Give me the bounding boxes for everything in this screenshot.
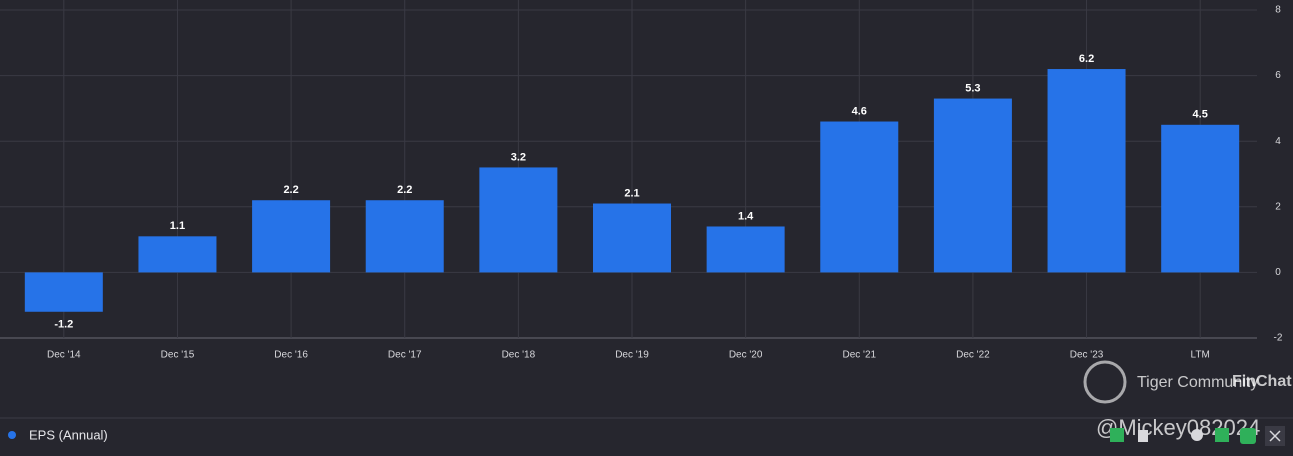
data-label: 3.2 bbox=[511, 151, 526, 163]
x-tick-label: Dec '14 bbox=[47, 350, 81, 361]
legend-label: EPS (Annual) bbox=[29, 427, 108, 442]
y-tick-label: 0 bbox=[1275, 267, 1281, 278]
data-label: 6.2 bbox=[1079, 53, 1094, 65]
data-label: 2.2 bbox=[397, 184, 412, 196]
y-tick-label: 6 bbox=[1275, 70, 1281, 81]
toolbar-button[interactable] bbox=[1191, 429, 1203, 441]
x-tick-label: Dec '19 bbox=[615, 350, 649, 361]
data-label: 1.4 bbox=[738, 210, 754, 222]
bar bbox=[706, 226, 785, 273]
watermark-logo bbox=[1083, 360, 1127, 404]
bar bbox=[933, 98, 1012, 273]
x-tick-label: Dec '21 bbox=[842, 350, 876, 361]
data-label: 4.6 bbox=[852, 105, 867, 117]
x-tick-label: Dec '18 bbox=[502, 350, 536, 361]
bar bbox=[593, 203, 671, 273]
y-tick-label: 8 bbox=[1275, 5, 1281, 16]
x-tick-label: Dec '20 bbox=[729, 350, 763, 361]
data-label: -1.2 bbox=[54, 319, 73, 331]
bar bbox=[820, 121, 899, 273]
toolbar-button[interactable] bbox=[1240, 428, 1256, 444]
x-tick-label: LTM bbox=[1191, 350, 1210, 361]
x-tick-label: Dec '16 bbox=[274, 350, 308, 361]
bar bbox=[138, 236, 217, 273]
x-tick-label: Dec '23 bbox=[1070, 350, 1104, 361]
x-tick-label: Dec '17 bbox=[388, 350, 422, 361]
toolbar bbox=[1110, 426, 1285, 446]
watermark-brand: Tiger Community bbox=[1137, 374, 1258, 391]
data-label: 4.5 bbox=[1193, 109, 1208, 121]
watermark-partner: FinChat bbox=[1232, 373, 1292, 390]
toolbar-close-icon bbox=[1269, 430, 1281, 442]
bar bbox=[1161, 124, 1240, 273]
data-label: 2.1 bbox=[624, 187, 639, 199]
bar bbox=[252, 200, 331, 273]
bar bbox=[24, 272, 103, 312]
legend-marker bbox=[8, 431, 16, 439]
toolbar-button[interactable] bbox=[1215, 428, 1229, 442]
data-label: 5.3 bbox=[965, 82, 980, 94]
x-tick-label: Dec '15 bbox=[161, 350, 195, 361]
toolbar-button[interactable] bbox=[1138, 430, 1148, 442]
bar bbox=[479, 167, 558, 273]
y-tick-label: 2 bbox=[1275, 201, 1281, 212]
toolbar-button[interactable] bbox=[1110, 428, 1124, 442]
data-label: 2.2 bbox=[283, 184, 298, 196]
bar bbox=[365, 200, 444, 273]
bar bbox=[1047, 69, 1126, 273]
data-label: 1.1 bbox=[170, 220, 185, 232]
y-tick-label: 4 bbox=[1275, 136, 1281, 147]
x-tick-label: Dec '22 bbox=[956, 350, 990, 361]
y-tick-label: -2 bbox=[1274, 333, 1283, 344]
